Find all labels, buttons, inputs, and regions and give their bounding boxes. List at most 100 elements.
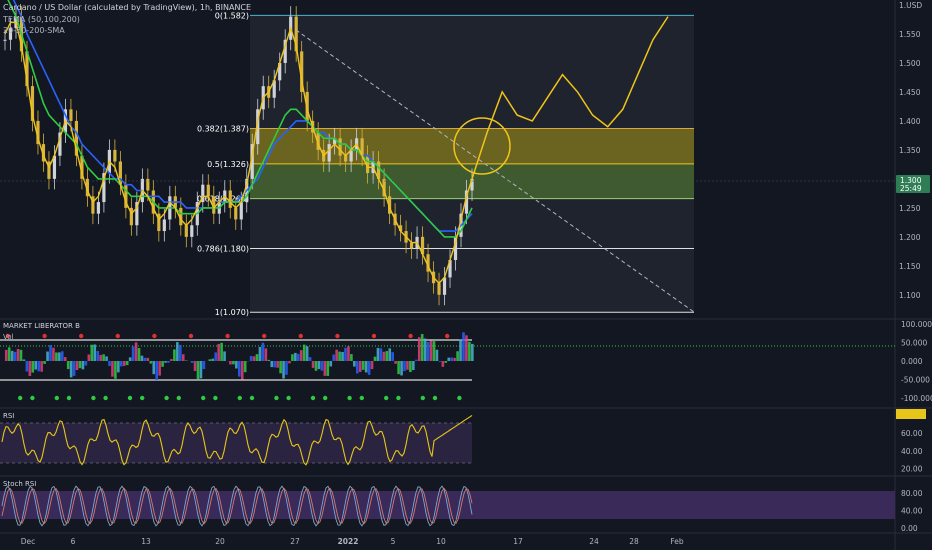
ml-bar: [240, 361, 244, 380]
fib-level-label: 0(1.582): [215, 11, 249, 20]
fib-level-label: 0.382(1.387): [197, 124, 249, 133]
time-tick-label: Dec: [21, 537, 36, 546]
ml-bar: [140, 355, 144, 361]
ml-signal-dot: [335, 333, 340, 339]
ml-bar: [117, 361, 120, 373]
candle-body: [327, 144, 331, 162]
ml-bar: [412, 361, 415, 371]
ml-signal-dot: [152, 333, 157, 339]
ml-signal-dot: [127, 395, 133, 401]
ml-bar: [43, 361, 46, 364]
rsi-title[interactable]: RSI: [3, 412, 15, 420]
ml-bar: [468, 341, 471, 361]
rsi-band: [0, 423, 472, 463]
svg-text:25:49: 25:49: [900, 184, 922, 193]
stoch-k-line: [1, 485, 473, 527]
ml-title[interactable]: MARKET LIBERATOR B: [3, 322, 80, 330]
ml-bar: [170, 359, 173, 361]
ml-bar: [255, 354, 259, 361]
ml-signal-dot: [384, 395, 389, 401]
candle-body: [294, 16, 298, 52]
candle-body: [300, 51, 304, 92]
candle-body: [96, 202, 100, 214]
ml-signal-dot: [396, 395, 401, 401]
ml-bar: [164, 361, 167, 363]
ml-bar: [143, 357, 147, 361]
stoch-title[interactable]: Stoch RSI: [3, 480, 37, 488]
ml-bar: [429, 340, 433, 361]
ml-bar: [125, 361, 129, 366]
candle-body: [129, 207, 133, 226]
ml-bar: [326, 361, 330, 376]
price-tick-label: 1.400: [899, 117, 921, 126]
candle-body: [206, 184, 210, 197]
ml-bar: [400, 361, 403, 376]
ml-bar: [217, 343, 220, 361]
ml-bar: [34, 361, 38, 370]
candle-body: [124, 184, 128, 208]
ml-bar: [131, 346, 135, 361]
candle-body: [157, 213, 161, 232]
ml-bar: [137, 348, 141, 361]
ml-signal-dot: [30, 395, 35, 401]
candle-body: [470, 178, 474, 191]
ml-bar: [193, 361, 197, 371]
ml-bar: [364, 361, 368, 373]
ml-bar: [243, 361, 247, 373]
projection-drawing[interactable]: [471, 16, 669, 180]
ml-bar: [235, 361, 238, 369]
ml-bar: [415, 359, 418, 361]
ml-bar: [338, 351, 341, 361]
candle-body: [3, 39, 7, 41]
tema-legend[interactable]: TEMA (50,100,200): [3, 15, 80, 24]
ml-signal-dot: [115, 333, 121, 339]
candle-body: [272, 80, 276, 98]
ml-signal-dot: [420, 395, 425, 401]
fib-level-label: 1(1.070): [215, 308, 249, 317]
ml-bar: [40, 361, 43, 372]
candle-body: [69, 109, 73, 121]
ml-signal-dot: [445, 333, 450, 339]
ml-bar: [238, 361, 241, 377]
time-axis[interactable]: Dec 6 13 20 27 2022 5 10 17 24 28 Feb: [21, 537, 684, 546]
ml-bar: [99, 354, 102, 361]
ml-bar: [409, 361, 412, 373]
trend-line-dashed[interactable]: [295, 29, 695, 313]
ml-bar: [196, 361, 200, 380]
candle-body: [453, 236, 458, 261]
candle-body: [52, 155, 57, 179]
ml-bar: [423, 338, 427, 361]
price-axis[interactable]: 1.100 1.150 1.200 1.250 1.300 1.350 1.400 1.450…: [899, 1, 922, 300]
ml-signal-dot: [225, 333, 230, 339]
ml-signal-dot: [310, 395, 316, 401]
stoch-rsi-panel: [0, 485, 895, 527]
tema-line: [4, 21, 473, 285]
ml-bar: [299, 350, 303, 361]
ml-bar: [379, 348, 383, 361]
rsi-line: [1, 414, 473, 466]
ml-bar: [128, 357, 132, 361]
candle-body: [234, 207, 238, 220]
ml-bar: [329, 361, 333, 367]
ml-bar: [93, 344, 97, 361]
ml-bar: [199, 361, 203, 379]
ml-bar: [55, 352, 58, 361]
candle-body: [184, 225, 188, 237]
ml-bar: [294, 352, 297, 361]
stoch-axis: 80.00 40.00 0.00: [901, 489, 923, 533]
ml-bar: [456, 351, 459, 361]
ml-bar: [190, 361, 194, 363]
ml-bar: [382, 351, 386, 361]
ml-bar: [46, 351, 49, 361]
sma-legend[interactable]: 20-50-200-SMA: [3, 26, 65, 35]
highlight-circle-drawing[interactable]: [453, 117, 511, 175]
candle-body: [377, 161, 381, 179]
symbol-title[interactable]: Cardano / US Dollar (calculated by Tradi…: [3, 3, 252, 12]
time-tick-label: 2022: [338, 537, 359, 546]
ml-bar: [134, 342, 138, 361]
candle-body: [283, 39, 287, 63]
ml-bar: [75, 361, 79, 371]
fibonacci-retracement[interactable]: 0(1.582)0.382(1.387)0.5(1.326)0.618(1.26…: [197, 11, 694, 317]
ml-bar: [370, 361, 374, 370]
ml-signal-dot: [323, 395, 328, 401]
